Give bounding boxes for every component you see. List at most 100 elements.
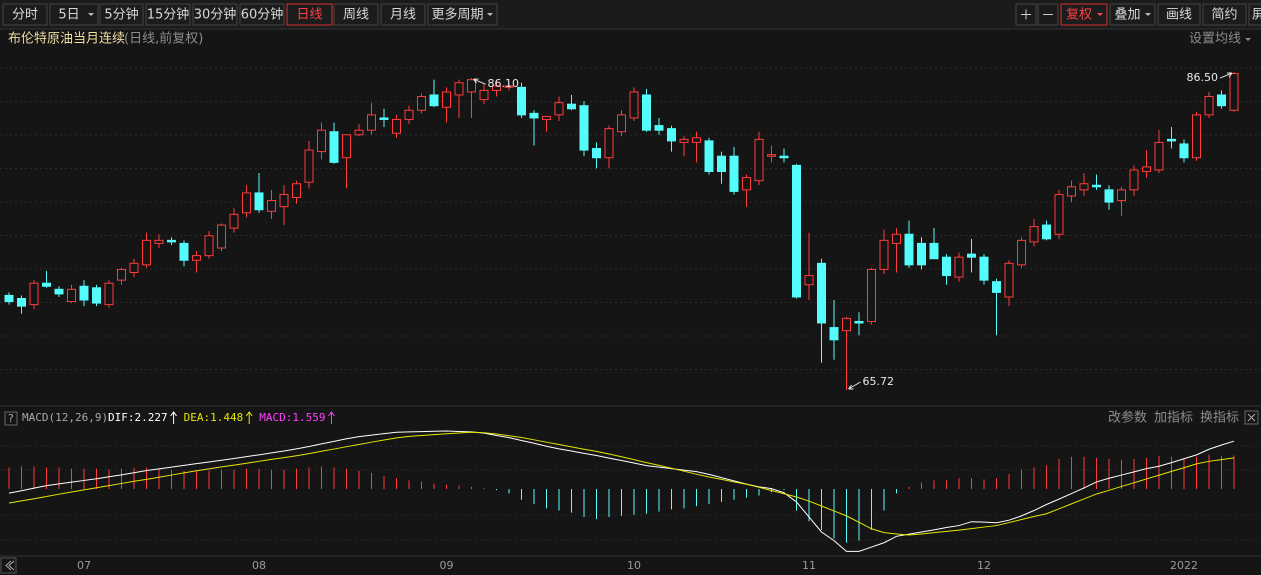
period-button[interactable] [380,3,426,26]
annotation-label: 65.72 [863,375,895,388]
candle-body [242,192,251,214]
candle-body [1092,184,1101,188]
period-button[interactable] [239,3,285,26]
candle-body [954,256,964,278]
candle-body [129,262,139,273]
scroll-left-button[interactable] [0,557,17,574]
scroll-left-icon [5,560,15,571]
candle-body [1217,94,1226,107]
indicator-button[interactable]: 改参数 [1108,410,1147,426]
candle-body [904,233,914,266]
candle-body [742,177,751,191]
candle-body [167,239,176,243]
candle-body [204,235,214,257]
candle-body [1229,73,1239,111]
indicator-button[interactable]: 加指标 [1154,411,1193,426]
period-button[interactable] [2,3,48,26]
candle-body [767,154,776,157]
x-tick-label: 11 [802,559,816,572]
candle-body [829,327,839,341]
candle-body [1042,224,1051,240]
candle-body [692,137,701,143]
candle-body [492,85,501,91]
tool-button[interactable] [1109,3,1156,26]
period-button[interactable] [49,3,99,26]
help-button[interactable] [4,411,18,426]
tool-label: 复权 [1066,7,1092,23]
candle-body [342,134,351,159]
period-button[interactable] [427,3,498,26]
zoom-in-button[interactable] [1015,3,1037,26]
candle-body [1129,169,1139,191]
annotation-label: 86.50 [1187,71,1219,84]
candle-body [42,282,51,287]
dropdown-arrow [1145,13,1151,16]
candle-body [892,233,901,244]
zoom-in-icon [1021,9,1031,20]
candle-body [1154,141,1164,171]
annotation-label: 86.10 [488,77,520,90]
candle-body [179,242,189,261]
tool-button[interactable] [1157,3,1201,26]
candle-body [1054,193,1064,235]
indicator-line [8,430,1235,552]
period-button[interactable] [145,3,191,26]
candle-body [367,114,376,131]
candle-body [354,129,364,136]
candle-body [567,103,576,110]
candle-body [729,155,739,192]
candle-body [804,275,814,286]
candle-body [854,320,864,324]
candle-body [704,140,714,172]
dropdown-arrow [88,13,94,16]
candle-body [929,242,939,260]
candle-body [717,155,726,172]
period-label: 周线 [343,8,369,23]
candle-body [529,112,539,119]
candle-body [29,282,39,306]
candle-body [442,91,451,108]
period-button[interactable] [333,3,379,26]
close-icon [1247,413,1256,422]
tool-button[interactable] [1202,3,1247,26]
candle-body [517,86,526,116]
candle-body [754,138,764,182]
candle-body [329,131,339,163]
candle-body [654,125,664,131]
candle-body [542,115,551,120]
candle-body [1142,166,1151,172]
period-button[interactable] [192,3,238,26]
ma-settings-button[interactable]: 设置均线 [1189,32,1241,47]
candle-body [17,298,26,307]
candle-body [592,148,601,159]
candle-body [867,268,876,322]
candle-body [604,128,614,159]
candle-body [879,239,889,270]
tool-button[interactable] [1060,3,1108,26]
period-label: 日线 [296,8,322,23]
candle-body [1117,189,1126,202]
candle-body [467,79,476,93]
candle-body [454,82,464,96]
period-label: 月线 [390,8,416,23]
candle-body [279,193,289,208]
candle-body [979,256,989,281]
candle-body [967,253,976,258]
tool-label: 屏 [1252,8,1261,23]
zoom-out-button[interactable] [1037,3,1059,26]
period-button[interactable] [286,3,333,26]
candle-body [79,285,89,301]
candle-body [429,94,439,107]
candle-body [1079,183,1089,191]
period-label: 分时 [12,8,38,23]
instrument-subtitle: (日线,前复权) [124,31,203,47]
x-tick-label: 2022 [1170,559,1198,572]
x-tick-label: 12 [977,559,991,572]
tool-button[interactable] [1248,3,1261,26]
indicator-button[interactable]: 换指标 [1200,411,1239,426]
legend-arrow [328,411,335,424]
close-button[interactable] [1244,410,1259,425]
candle-body [1029,226,1039,243]
period-button[interactable] [99,3,144,26]
